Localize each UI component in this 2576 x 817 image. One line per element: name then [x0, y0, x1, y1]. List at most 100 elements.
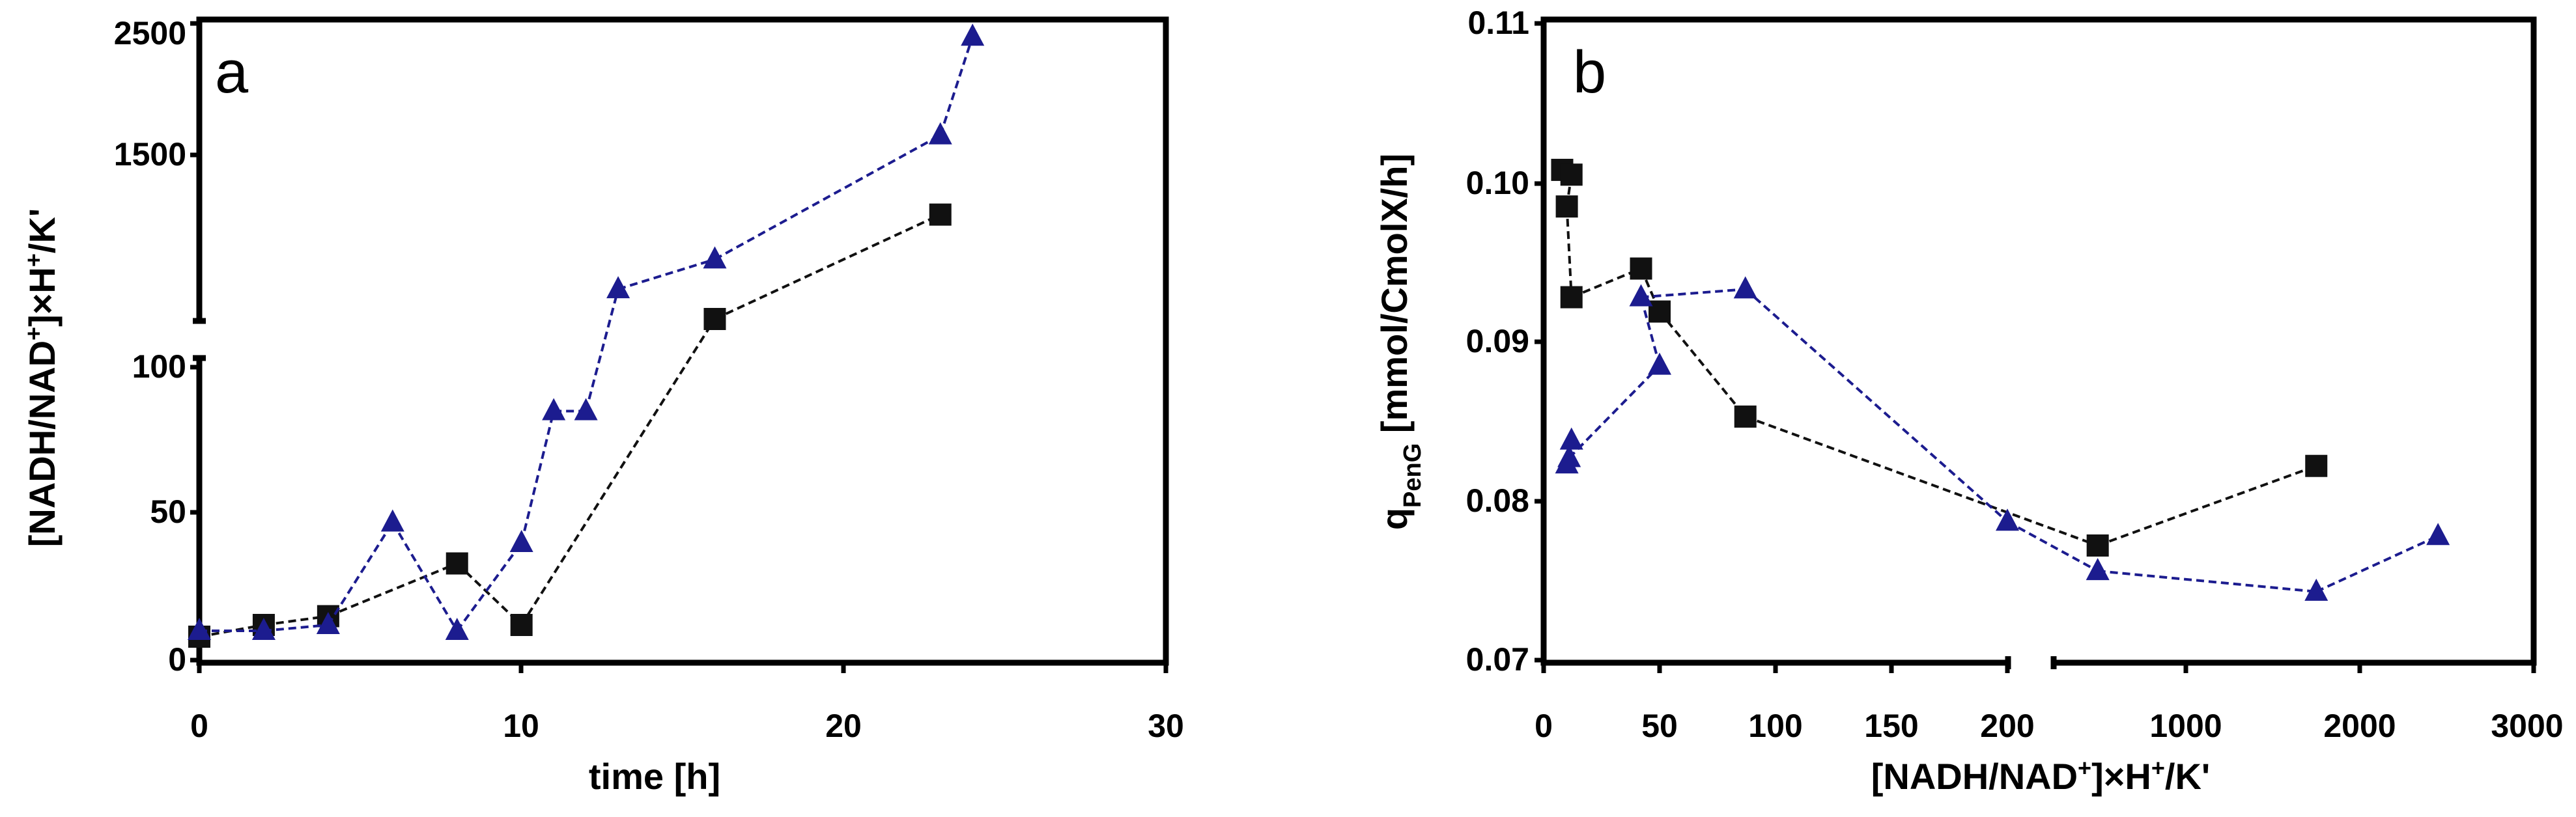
panel-b-frame: [1540, 16, 2537, 666]
panel-a-x-ticks: [197, 663, 1168, 673]
square-marker: [510, 614, 533, 636]
y-tick-label: 0.09: [1466, 323, 1529, 359]
triangle-marker: [928, 122, 952, 145]
triangle-marker: [445, 618, 469, 640]
series-segment: [584, 288, 620, 412]
triangle-marker: [380, 509, 404, 532]
series-segment: [714, 133, 941, 261]
panel-b-y-axis-title: qPenG [mmol/CmolX/h]: [1374, 154, 1426, 530]
square-marker: [1560, 286, 1583, 309]
series-segment: [1641, 288, 1746, 299]
square-marker: [2305, 454, 2328, 477]
square-marker: [703, 308, 726, 330]
panel-b-series-squares: [1551, 158, 2328, 557]
y-tick-label: 50: [150, 493, 186, 530]
series-segment: [520, 411, 556, 544]
x-tick-label: 0: [1535, 708, 1553, 744]
y-tick-label: 2500: [114, 15, 186, 51]
panel-b: b 0.07 0.08 0.09 0.10 0.11: [1374, 5, 2564, 797]
triangle-marker: [703, 246, 727, 269]
series-segment: [328, 562, 458, 618]
series-segment: [327, 521, 394, 626]
y-tick-label: 0: [168, 641, 186, 678]
series-segment: [2007, 520, 2099, 572]
triangle-marker: [2086, 558, 2110, 581]
panel-a-frame: [196, 16, 1169, 666]
x-tick-label: 20: [825, 708, 862, 744]
panel-b-letter: b: [1573, 39, 1606, 105]
panel-a-y-tick-labels: 0 50 100 1500 2500: [114, 15, 186, 678]
y-tick-label: 0.07: [1466, 641, 1529, 678]
triangle-marker: [574, 398, 598, 421]
x-tick-label: 100: [1748, 708, 1802, 744]
square-marker: [1555, 195, 1578, 218]
square-marker: [446, 552, 468, 575]
triangle-marker: [1996, 508, 2019, 531]
y-tick-label: 0.08: [1466, 482, 1529, 519]
series-segment: [456, 542, 523, 632]
series-segment: [2097, 464, 2317, 547]
triangle-marker: [316, 612, 340, 634]
series-segment: [2097, 570, 2317, 593]
series-segment: [1565, 206, 1573, 298]
triangle-marker: [188, 618, 211, 640]
square-marker: [2086, 534, 2109, 557]
panel-a-letter: a: [215, 39, 249, 105]
series-segment: [1568, 365, 1661, 459]
panel-b-y-tick-labels: 0.07 0.08 0.09 0.10 0.11: [1466, 5, 1529, 678]
panel-b-x-axis-title: [NADH/NAD+]×H+/K': [1871, 755, 2210, 797]
x-tick-label: 200: [1980, 708, 2034, 744]
x-tick-label: 1000: [2149, 708, 2222, 744]
x-tick-label: 3000: [2491, 708, 2563, 744]
panel-a-x-axis-title: time [h]: [589, 756, 720, 797]
triangle-marker: [2304, 578, 2328, 601]
panel-a-x-tick-labels: 0 10 20 30: [190, 708, 1184, 744]
panel-b-x-ticks: [1541, 663, 2536, 673]
series-segment: [1570, 267, 1642, 299]
x-tick-label: 30: [1148, 708, 1184, 744]
panel-a-series-squares: [188, 203, 952, 648]
triangle-marker: [542, 398, 566, 421]
x-tick-label: 150: [1864, 708, 1918, 744]
panel-a: a 0 50 100 1500 2500 0 10 20 30: [20, 15, 1184, 797]
panel-b-y-ticks: [1535, 21, 1544, 663]
series-segment: [391, 521, 459, 632]
triangle-marker: [1648, 352, 1671, 375]
triangle-marker: [1629, 284, 1653, 307]
triangle-marker: [1557, 445, 1581, 467]
series-segment: [617, 258, 716, 291]
triangle-marker: [1733, 276, 1757, 299]
panel-a-y-axis-title: [NADH/NAD+]×H+/K': [20, 208, 63, 547]
square-marker: [1649, 300, 1671, 323]
panel-a-series-triangles: [188, 23, 985, 640]
triangle-marker: [251, 618, 276, 640]
x-tick-label: 0: [190, 708, 208, 744]
x-tick-label: 2000: [2323, 708, 2396, 744]
series-segment: [263, 624, 329, 632]
y-tick-label: 0.11: [1467, 5, 1529, 41]
series-segment: [1658, 311, 1747, 418]
panel-b-series-triangles: [1555, 276, 2450, 601]
triangle-marker: [509, 530, 533, 552]
panel-b-x-tick-labels: 0 50 100 150 200 1000 2000 3000: [1535, 708, 2564, 744]
square-marker: [929, 203, 952, 226]
series-segment: [1744, 288, 2009, 523]
series-segment: [714, 213, 941, 320]
square-marker: [1734, 405, 1757, 428]
series-segment: [1745, 415, 2099, 547]
triangle-marker: [2426, 523, 2450, 546]
y-tick-label: 0.10: [1466, 165, 1529, 201]
panel-a-y-ticks: [190, 21, 199, 663]
triangle-marker: [961, 23, 985, 46]
series-segment: [2315, 534, 2439, 593]
triangle-marker: [1559, 427, 1583, 450]
x-tick-label: 50: [1641, 708, 1678, 744]
series-segment: [520, 318, 716, 626]
square-marker: [1630, 257, 1652, 280]
y-tick-label: 100: [132, 348, 186, 385]
series-segment: [939, 36, 974, 136]
triangle-marker: [606, 276, 630, 299]
square-marker: [1560, 163, 1583, 186]
y-tick-label: 1500: [114, 136, 186, 173]
